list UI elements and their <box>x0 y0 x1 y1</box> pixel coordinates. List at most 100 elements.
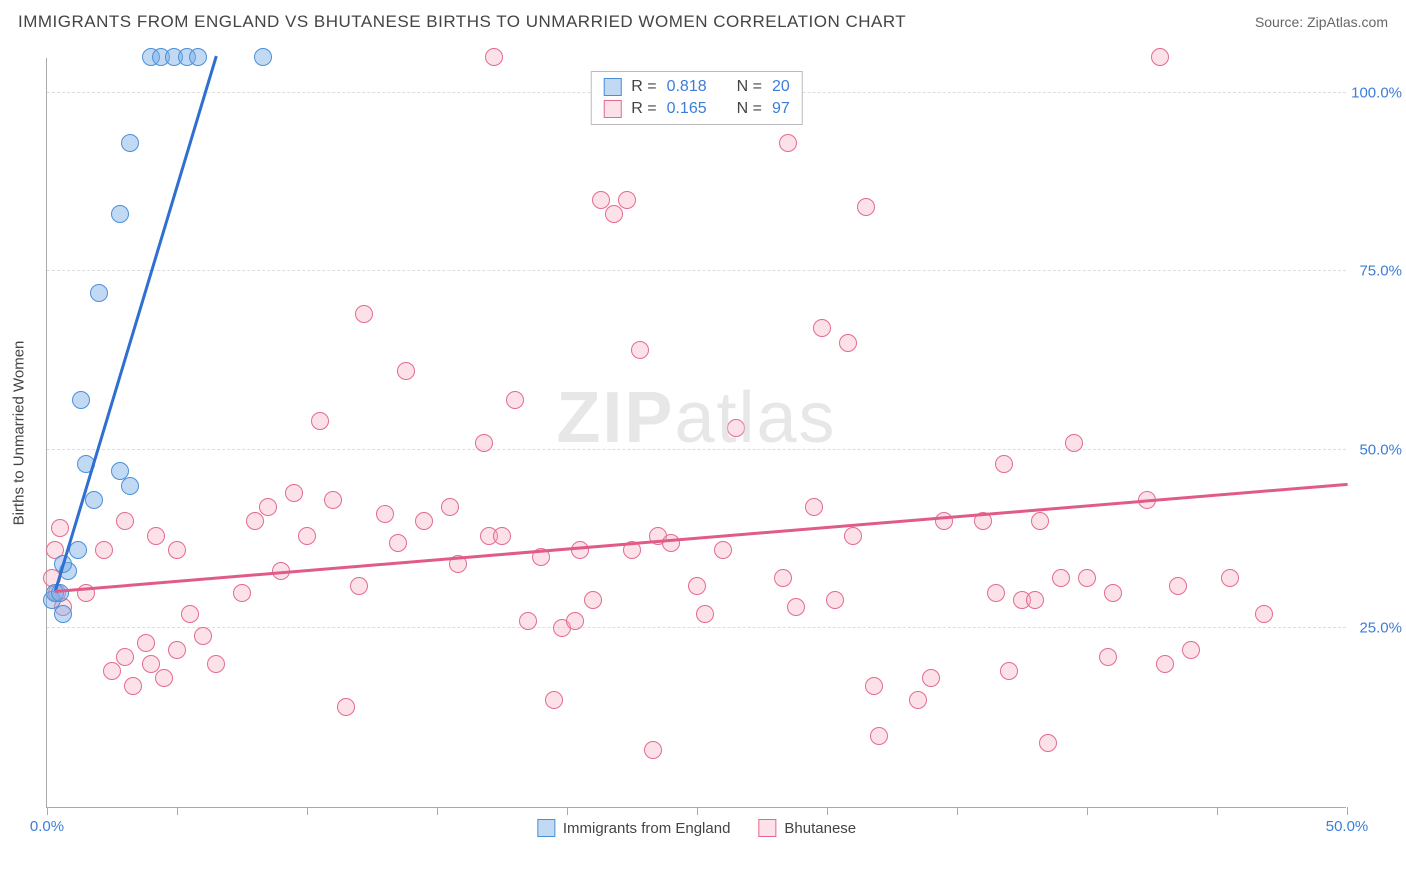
pink-swatch-icon <box>758 819 776 837</box>
pink-point <box>644 741 662 759</box>
blue-point <box>54 605 72 623</box>
pink-point <box>787 598 805 616</box>
pink-point <box>909 691 927 709</box>
pink-point <box>51 519 69 537</box>
x-tick-label: 0.0% <box>30 818 64 835</box>
x-tick <box>827 807 828 815</box>
pink-point <box>865 677 883 695</box>
pink-point <box>324 491 342 509</box>
pink-point <box>1039 734 1057 752</box>
pink-swatch-icon <box>603 100 621 118</box>
pink-point <box>376 505 394 523</box>
pink-point <box>1065 434 1083 452</box>
pink-point <box>566 612 584 630</box>
n-value: 97 <box>772 100 790 118</box>
pink-point <box>168 541 186 559</box>
pink-point <box>857 198 875 216</box>
stat-row-blue: R = 0.818 N = 20 <box>603 76 790 98</box>
pink-point <box>485 48 503 66</box>
pink-point <box>475 434 493 452</box>
blue-swatch-icon <box>537 819 555 837</box>
n-label: N = <box>737 78 762 96</box>
pink-point <box>1182 641 1200 659</box>
x-tick <box>1347 807 1348 815</box>
pink-point <box>805 498 823 516</box>
pink-point <box>1104 584 1122 602</box>
chart-container: ZIPatlas Births to Unmarried Women R = 0… <box>46 46 1386 826</box>
pink-point <box>727 419 745 437</box>
trend-line <box>55 483 1347 593</box>
blue-swatch-icon <box>603 78 621 96</box>
legend-item-blue: Immigrants from England <box>537 819 731 837</box>
blue-point <box>90 284 108 302</box>
pink-point <box>605 205 623 223</box>
pink-point <box>350 577 368 595</box>
legend-label: Bhutanese <box>784 820 856 837</box>
pink-point <box>688 577 706 595</box>
pink-point <box>311 412 329 430</box>
pink-point <box>1169 577 1187 595</box>
pink-point <box>355 305 373 323</box>
x-tick <box>437 807 438 815</box>
y-axis-title: Births to Unmarried Women <box>11 340 28 525</box>
pink-point <box>592 191 610 209</box>
pink-point <box>1026 591 1044 609</box>
x-tick <box>307 807 308 815</box>
pink-point <box>389 534 407 552</box>
pink-point <box>116 512 134 530</box>
pink-point <box>922 669 940 687</box>
chart-title: IMMIGRANTS FROM ENGLAND VS BHUTANESE BIR… <box>18 12 906 32</box>
y-tick-label: 25.0% <box>1359 620 1402 637</box>
pink-point <box>397 362 415 380</box>
blue-point <box>72 391 90 409</box>
pink-point <box>1078 569 1096 587</box>
pink-point <box>285 484 303 502</box>
pink-point <box>1221 569 1239 587</box>
r-label: R = <box>631 78 656 96</box>
blue-point <box>85 491 103 509</box>
pink-point <box>1052 569 1070 587</box>
pink-point <box>519 612 537 630</box>
pink-point <box>194 627 212 645</box>
pink-point <box>207 655 225 673</box>
x-tick-label: 50.0% <box>1326 818 1369 835</box>
pink-point <box>696 605 714 623</box>
blue-point <box>121 477 139 495</box>
legend-item-pink: Bhutanese <box>758 819 856 837</box>
pink-point <box>1099 648 1117 666</box>
pink-point <box>415 512 433 530</box>
legend-label: Immigrants from England <box>563 820 731 837</box>
pink-point <box>142 655 160 673</box>
x-tick <box>47 807 48 815</box>
pink-point <box>246 512 264 530</box>
pink-point <box>813 319 831 337</box>
pink-point <box>631 341 649 359</box>
pink-point <box>124 677 142 695</box>
pink-point <box>181 605 199 623</box>
pink-point <box>618 191 636 209</box>
blue-point <box>254 48 272 66</box>
pink-point <box>441 498 459 516</box>
pink-point <box>259 498 277 516</box>
pink-point <box>826 591 844 609</box>
pink-point <box>493 527 511 545</box>
x-tick <box>567 807 568 815</box>
pink-point <box>103 662 121 680</box>
n-value: 20 <box>772 78 790 96</box>
pink-point <box>1151 48 1169 66</box>
pink-point <box>584 591 602 609</box>
gridline <box>47 449 1346 450</box>
pink-point <box>844 527 862 545</box>
pink-point <box>839 334 857 352</box>
pink-point <box>95 541 113 559</box>
pink-point <box>1031 512 1049 530</box>
pink-point <box>545 691 563 709</box>
pink-point <box>987 584 1005 602</box>
pink-point <box>116 648 134 666</box>
r-value: 0.818 <box>667 78 707 96</box>
pink-point <box>147 527 165 545</box>
pink-point <box>1156 655 1174 673</box>
blue-point <box>189 48 207 66</box>
pink-point <box>571 541 589 559</box>
pink-point <box>714 541 732 559</box>
